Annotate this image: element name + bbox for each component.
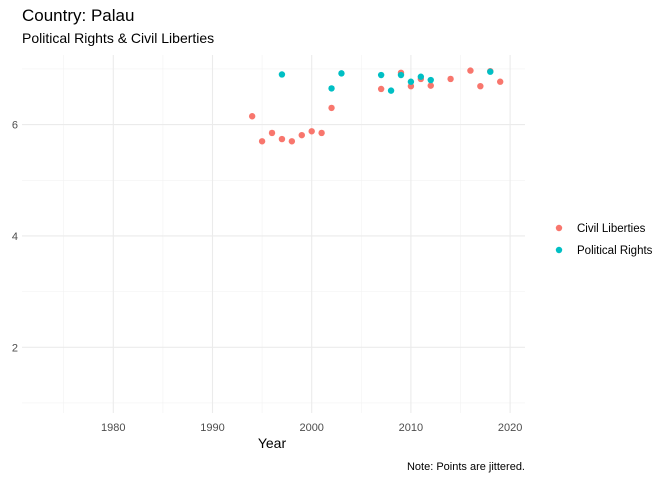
political-rights-point [487,68,494,75]
y-tick-label: 6 [12,120,18,132]
civil-liberties-point [318,129,325,137]
legend-label-political-rights: Political Rights [577,245,653,257]
political-rights-point [427,76,434,84]
x-axis-title: Year [258,435,287,451]
legend-label-civil-liberties: Civil Liberties [577,223,646,235]
legend-key-political-rights [555,246,563,254]
civil-liberties-point [308,128,315,135]
gridlines [22,55,525,413]
political-rights-point [417,73,425,80]
civil-liberties-point [258,138,266,145]
civil-liberties-point [477,82,484,90]
x-axis-ticks: 1980 1990 2000 2010 2020 [101,422,522,434]
political-rights-point [397,71,405,79]
civil-liberties-point [278,135,286,143]
chart-caption: Note: Points are jittered. [407,461,525,473]
civil-liberties-point [496,78,504,85]
y-axis-ticks: 2 4 6 [12,120,18,355]
political-rights-point [338,70,345,77]
y-tick-label: 4 [12,231,18,243]
chart-title: Country: Palau [22,6,134,25]
x-tick-label: 2020 [498,422,522,434]
x-tick-label: 2010 [399,422,423,434]
civil-liberties-point [298,131,305,139]
civil-liberties-point [467,67,474,74]
x-tick-label: 2000 [299,422,323,434]
civil-liberties-point [268,129,276,137]
political-rights-point [328,85,335,92]
data-points [248,67,504,145]
political-rights-point [278,71,286,78]
legend-key-civil-liberties [555,224,563,232]
political-rights-point [387,87,395,94]
x-tick-label: 1990 [200,422,224,434]
y-tick-label: 2 [12,342,18,354]
civil-liberties-point [377,85,385,93]
civil-liberties-point [288,138,296,145]
civil-liberties-point [447,75,454,83]
civil-liberties-point [248,113,256,120]
civil-liberties-point [328,104,335,112]
x-tick-label: 1980 [101,422,125,434]
legend: Civil Liberties Political Rights [555,223,653,257]
political-rights-point [377,71,385,79]
civil-liberties-point [427,82,434,89]
political-rights-point [407,78,415,85]
civil-liberties-point [407,82,415,90]
chart-subtitle: Political Rights & Civil Liberties [22,30,214,46]
